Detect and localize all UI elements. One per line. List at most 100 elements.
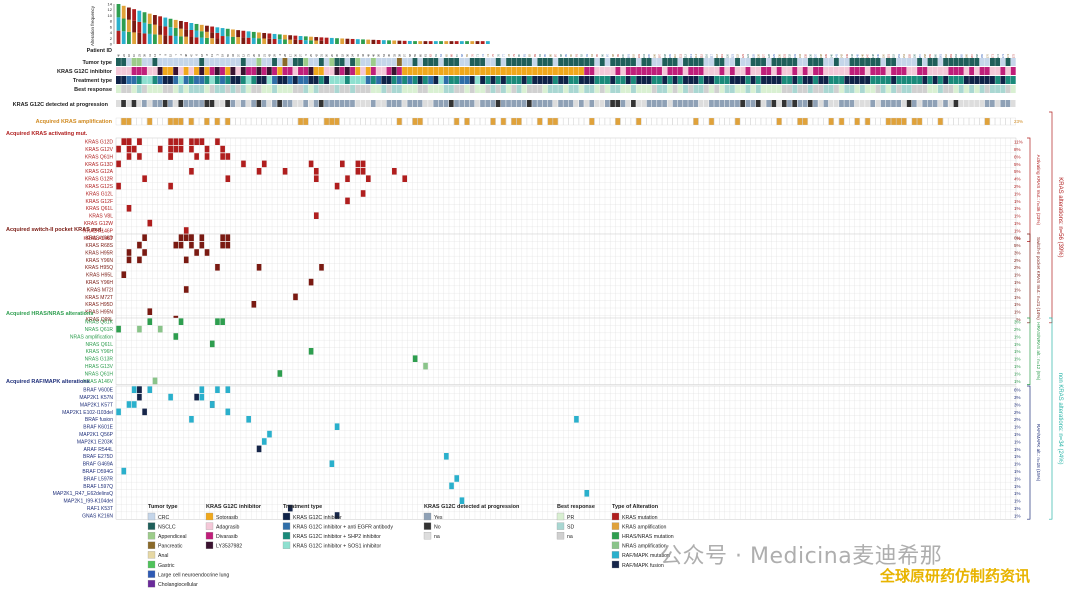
amplification-cell [292,117,298,126]
patient-id: 97 [606,53,610,56]
progression-cell [537,100,543,107]
best-response-cell [537,85,543,93]
best-response-cell [995,85,1001,93]
alteration-pct: 1% [1014,302,1021,307]
frequency-bar [215,38,220,44]
inhibitor-cell [802,67,808,75]
progression-cell [698,100,704,107]
best-response-cell [802,85,808,93]
progression-cell [625,100,631,107]
inhibitor-cell [833,67,839,75]
tumor-type-cell [579,58,584,66]
alteration-label: MAP2K1 K57N [79,395,113,401]
patient-id: 134 [798,53,802,58]
alteration-label: KRAS Y96N [86,258,114,264]
alteration-label: BRAF D594G [82,469,113,475]
treatment-type-cell [209,76,215,84]
frequency-bar [184,36,189,44]
tumor-type-cell [880,58,886,66]
frequency-bar [121,31,126,44]
inhibitor-cell [152,67,158,75]
frequency-bar [397,40,402,44]
frequency-bar [444,41,449,44]
patient-id: 136 [809,53,813,58]
alteration-pct: 1% [1014,295,1021,300]
inhibitor-cell [683,67,688,75]
amplification-cell [896,117,902,126]
inhibitor-cell [761,67,766,75]
legend-label: KRAS G12C inhibitor + anti EGFR antibody [293,524,393,530]
progression-cell [256,100,262,107]
tumor-type-cell [256,58,262,66]
alteration-cell [199,234,205,241]
best-response-cell [703,85,709,93]
tumor-type-cell [251,58,257,66]
frequency-bar [262,32,267,39]
progression-cell [407,100,413,107]
progression-cell [995,100,1000,107]
amplification-cell [427,117,434,126]
tumor-type-cell [334,58,340,66]
patient-id: 145 [855,53,859,58]
patient-id: 105 [647,53,651,58]
best-response-cell [906,85,912,93]
progression-cell [948,100,954,107]
patient-id: 85 [543,53,547,56]
group-title: Acquired HRAS/NRAS alterations [6,311,93,317]
best-response-cell [989,85,995,93]
best-response-cell [984,85,990,93]
alteration-label: KRAS G12S [85,184,113,190]
progression-cell [1005,100,1011,107]
progression-cell [464,100,470,107]
treatment-type-cell [313,76,319,84]
alteration-label: NRAS A146V [83,379,114,385]
amplification-cell [682,117,689,126]
alteration-cell [355,168,361,175]
inhibitor-cell [547,67,553,75]
patient-id: 39 [143,53,147,56]
alteration-pct: 1% [1014,221,1021,226]
progression-cell [677,100,683,107]
best-response-cell [948,85,954,93]
treatment-type-cell [714,76,720,84]
tumor-type-cell [787,58,793,66]
patient-id: 95 [595,53,599,56]
patient-id: 132 [788,53,792,58]
amplification-cell [594,117,600,126]
treatment-type-cell [688,76,694,84]
alteration-cell [142,249,147,256]
patient-id: 70 [470,53,474,56]
inhibitor-cell [339,67,345,75]
inhibitor-cell [605,67,610,75]
inhibitor-cell [209,67,215,75]
raf-mapk-label: RAF/MAPK alt.: n=18 (15%) [1036,424,1041,482]
patient-id: 98 [611,53,615,56]
alteration-cell [293,293,298,301]
progression-cell [657,100,662,107]
alteration-cell [215,138,220,145]
inhibitor-cell [131,67,137,75]
treatment-type-cell [162,76,168,84]
progression-cell [615,100,621,107]
legend-swatch [147,541,156,549]
treatment-type-cell [194,76,199,84]
frequency-bar [392,40,397,44]
progression-cell [188,100,194,107]
patient-id: 6 [195,53,199,55]
amplification-cell [838,117,845,126]
best-response-cell [937,85,943,93]
tumor-type-cell [677,58,683,66]
best-response-cell [714,85,720,93]
tumor-type-cell [792,58,798,66]
amplification-cell [303,117,309,126]
amplification-cell [526,117,533,126]
progression-cell [859,100,865,107]
patient-id: 9 [163,53,167,55]
progression-cell [272,100,277,107]
alteration-cell [189,241,194,249]
tumor-type-cell [235,58,241,66]
alteration-label: BRAF L597Q [83,484,113,490]
inhibitor-cell [1010,67,1016,75]
legend-label: na [567,534,573,540]
patient-id: 3 [215,53,219,55]
